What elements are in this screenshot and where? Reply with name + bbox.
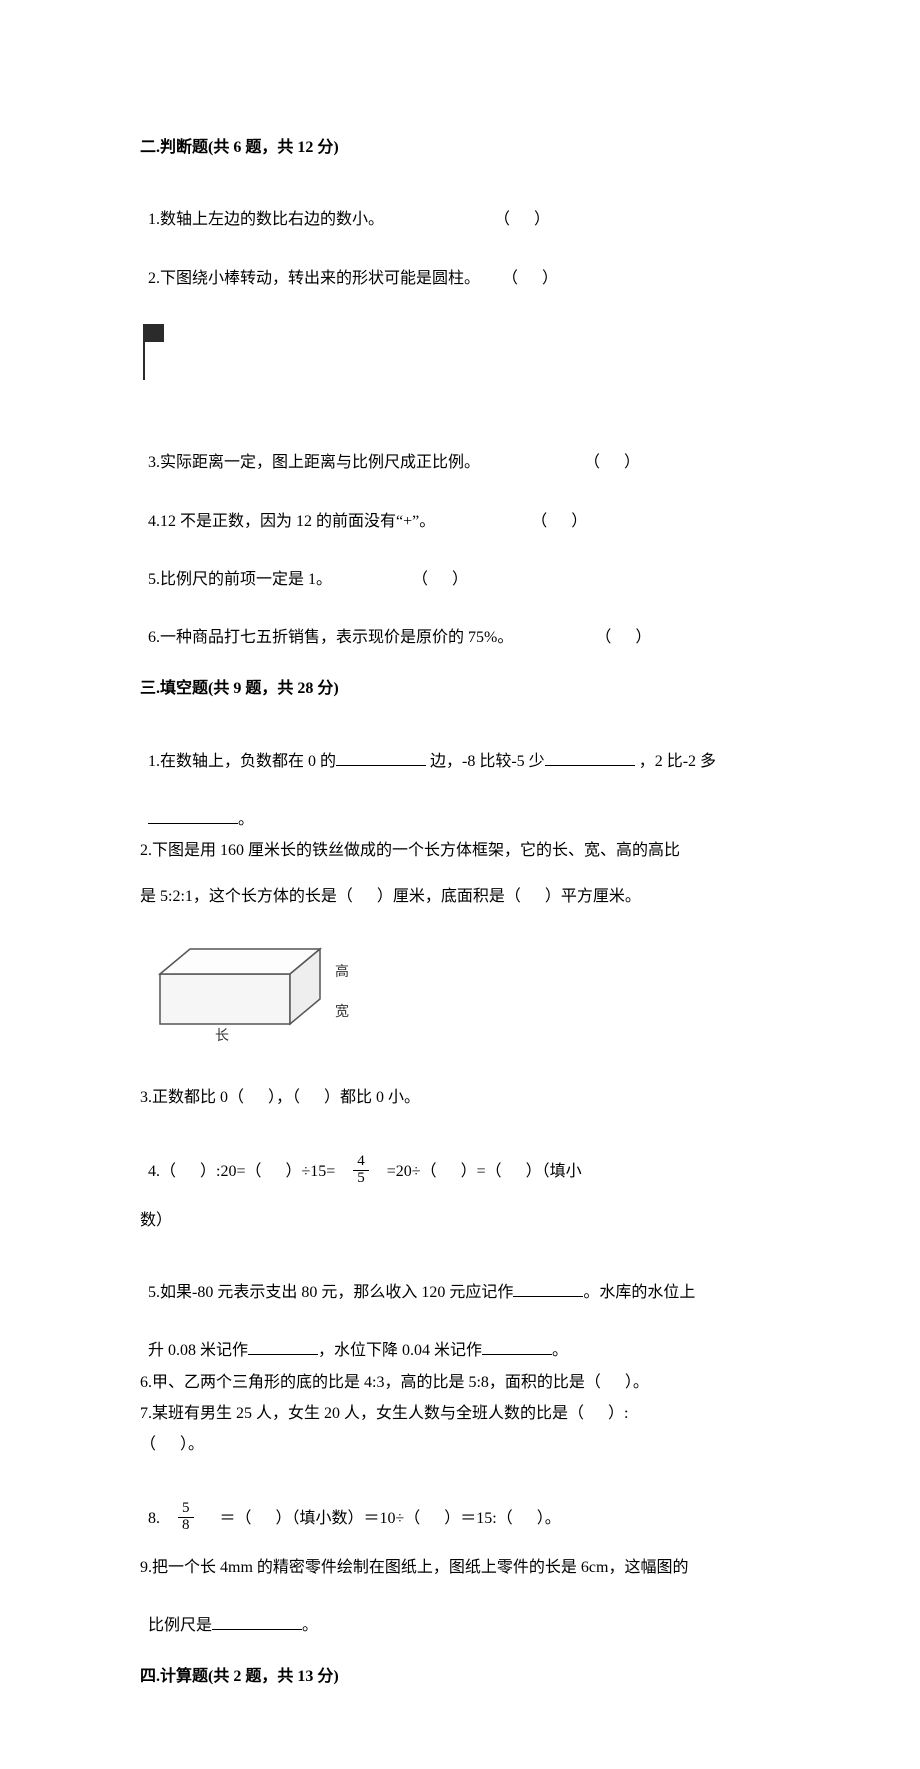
s3-q4b: 数）: [140, 1207, 780, 1234]
s2-q3: 3.实际距离一定，图上距离与比例尺成正比例。 （ ）: [140, 422, 780, 476]
s3-q5-p1: 5.如果-80 元表示支出 80 元，那么收入 120 元应记作: [148, 1284, 513, 1301]
s3-q1-p2: 边，-8 比较-5 少: [426, 753, 545, 770]
s3-q1-p1: 1.在数轴上，负数都在 0 的: [148, 753, 336, 770]
s2-q5-paren[interactable]: （ ）: [412, 571, 468, 588]
s3-q9-l2: 比例尺是 。: [140, 1585, 780, 1639]
cuboid-icon: 高 宽 长: [140, 934, 370, 1044]
s3-q8: 8. 58 ＝（ ）（填小数）＝10÷（ ）＝15:（ ）。: [140, 1476, 780, 1536]
fraction-4-5-num: 4: [353, 1154, 369, 1171]
s2-q5: 5.比例尺的前项一定是 1。 （ ）: [140, 539, 780, 593]
s3-q9-p2: 。: [302, 1617, 318, 1634]
s3-q3: 3.正数都比 0（ ），（ ）都比 0 小。: [140, 1084, 780, 1111]
s2-q1: 1.数轴上左边的数比右边的数小。 （ ）: [140, 179, 780, 233]
s2-q6-paren[interactable]: （ ）: [595, 629, 651, 646]
s3-q5-blank1[interactable]: [513, 1283, 583, 1297]
s3-q1-p3: ，2 比-2 多: [635, 753, 716, 770]
fraction-5-8-num: 5: [178, 1501, 194, 1518]
cuboid-label-height: 高: [335, 963, 349, 980]
s3-q8-pre: 8.: [148, 1510, 172, 1527]
s3-q7-l1: 7.某班有男生 25 人，女生 20 人，女生人数与全班人数的比是（ ）:: [140, 1400, 780, 1427]
s3-q1-p4: 。: [238, 811, 254, 828]
s2-q4-paren[interactable]: （ ）: [531, 513, 587, 530]
s2-q3-paren[interactable]: （ ）: [584, 454, 640, 471]
flag-figure: [140, 322, 780, 382]
fraction-5-8: 58: [178, 1501, 194, 1534]
s2-q1-text: 1.数轴上左边的数比右边的数小。: [148, 211, 384, 228]
fraction-5-8-den: 8: [178, 1518, 194, 1534]
s2-q3-text: 3.实际距离一定，图上距离与比例尺成正比例。: [148, 454, 480, 471]
s3-q1: 1.在数轴上，负数都在 0 的 边，-8 比较-5 少 ，2 比-2 多: [140, 721, 780, 775]
s2-q2: 2.下图绕小棒转动，转出来的形状可能是圆柱。 （ ）: [140, 238, 780, 292]
s3-q9-l1: 9.把一个长 4mm 的精密零件绘制在图纸上，图纸上零件的长是 6cm，这幅图的: [140, 1554, 780, 1581]
fraction-4-5-den: 5: [353, 1171, 369, 1187]
cuboid-label-length: 长: [215, 1028, 229, 1044]
s3-q4-pre: 4.（ ）:20=（ ）÷15=: [148, 1163, 347, 1180]
flag-icon: [140, 322, 180, 382]
s2-q6: 6.一种商品打七五折销售，表示现价是原价的 75%。 （ ）: [140, 597, 780, 651]
s3-q5-p2: 。水库的水位上: [583, 1284, 695, 1301]
s3-q5-p5: 。: [552, 1342, 568, 1359]
s3-q8-post: ＝（ ）（填小数）＝10÷（ ）＝15:（ ）。: [200, 1510, 561, 1527]
s3-q9-p1: 比例尺是: [148, 1617, 212, 1634]
s3-q1-blank3[interactable]: [148, 810, 238, 824]
s2-q5-text: 5.比例尺的前项一定是 1。: [148, 571, 332, 588]
s3-q1-blank2[interactable]: [545, 751, 635, 765]
cuboid-figure: 高 宽 长: [140, 934, 780, 1044]
section-2-heading: 二.判断题(共 6 题，共 12 分): [140, 134, 780, 161]
s3-q2-l1: 2.下图是用 160 厘米长的铁丝做成的一个长方体框架，它的长、宽、高的高比: [140, 837, 780, 864]
s3-q5-blank2[interactable]: [248, 1341, 318, 1355]
s2-q2-paren[interactable]: （ ）: [502, 270, 558, 287]
s3-q5-p4: ，水位下降 0.04 米记作: [318, 1342, 482, 1359]
s3-q4: 4.（ ）:20=（ ）÷15= 45 =20÷（ ）=（ ）（填小: [140, 1129, 780, 1189]
s3-q7-l2: （ ）。: [140, 1431, 780, 1458]
s3-q5-l1: 5.如果-80 元表示支出 80 元，那么收入 120 元应记作 。水库的水位上: [140, 1252, 780, 1306]
s3-q9-blank[interactable]: [212, 1616, 302, 1630]
cuboid-label-width: 宽: [335, 1003, 349, 1020]
s3-q5-p3: 升 0.08 米记作: [148, 1342, 248, 1359]
s3-q5-blank3[interactable]: [482, 1341, 552, 1355]
s2-q2-text: 2.下图绕小棒转动，转出来的形状可能是圆柱。: [148, 270, 480, 287]
s2-q4: 4.12 不是正数，因为 12 的前面没有“+”。 （ ）: [140, 480, 780, 534]
s3-q4-post: =20÷（ ）=（ ）（填小: [375, 1163, 582, 1180]
s2-q1-paren[interactable]: （ ）: [494, 211, 550, 228]
s2-q6-text: 6.一种商品打七五折销售，表示现价是原价的 75%。: [148, 629, 513, 646]
section-3-heading: 三.填空题(共 9 题，共 28 分): [140, 675, 780, 702]
s3-q2-l2: 是 5:2:1，这个长方体的长是（ ）厘米，底面积是（ ）平方厘米。: [140, 883, 780, 910]
s3-q1b: 。: [140, 779, 780, 833]
s3-q5-l2: 升 0.08 米记作 ，水位下降 0.04 米记作 。: [140, 1310, 780, 1364]
s2-q4-text: 4.12 不是正数，因为 12 的前面没有“+”。: [148, 513, 435, 530]
s3-q6: 6.甲、乙两个三角形的底的比是 4:3，高的比是 5:8，面积的比是（ ）。: [140, 1369, 780, 1396]
s3-q1-blank1[interactable]: [336, 751, 426, 765]
fraction-4-5: 45: [353, 1154, 369, 1187]
section-4-heading: 四.计算题(共 2 题，共 13 分): [140, 1663, 780, 1690]
